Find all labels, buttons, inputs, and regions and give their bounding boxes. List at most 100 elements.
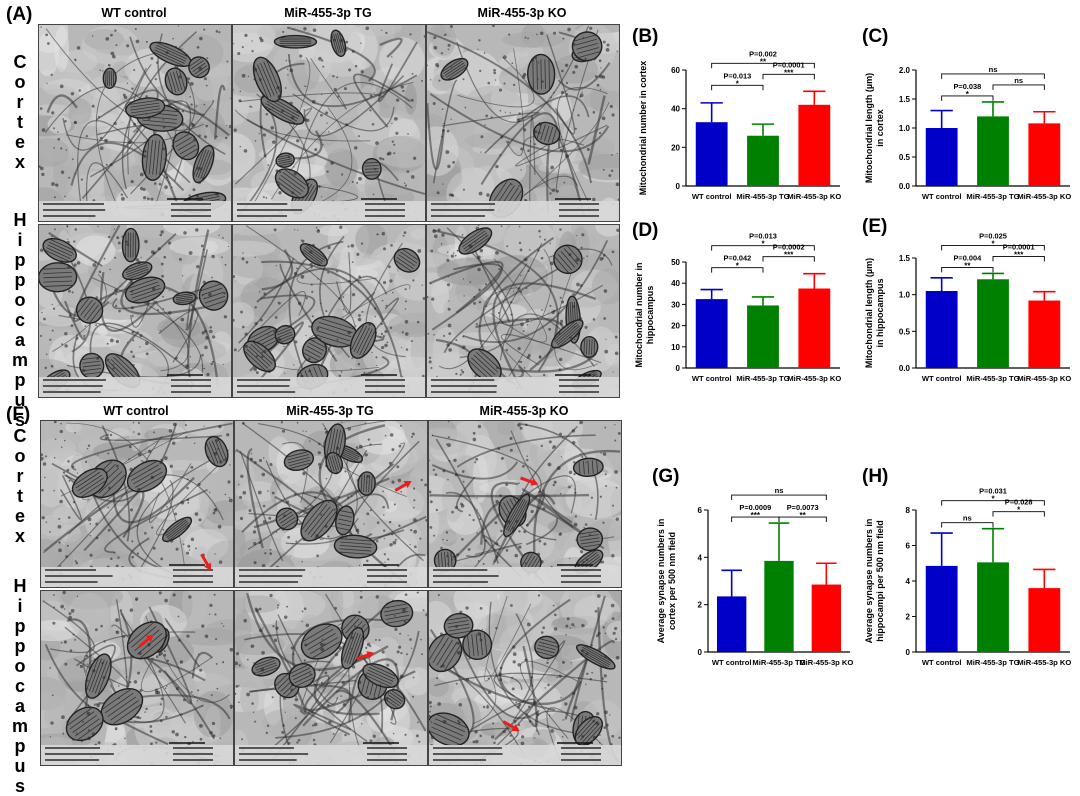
bar	[977, 562, 1009, 652]
y-tick-label: 10	[671, 343, 680, 352]
row-label-letter: o	[8, 72, 32, 92]
x-tick-label: WT control	[922, 192, 962, 201]
em-image-cortex-ko-a	[426, 24, 620, 222]
row-label-letter: c	[8, 310, 32, 330]
col-header-tg-f: MiR-455-3p TG	[234, 404, 426, 418]
significance-mark: *	[991, 495, 995, 504]
x-tick-label: MiR-455-3p KO	[1017, 192, 1071, 201]
significance-bracket	[942, 523, 993, 528]
y-tick-label: 1.0	[899, 124, 911, 133]
x-tick-label: WT control	[692, 374, 732, 383]
bar	[1028, 123, 1060, 186]
row-label-letter: p	[8, 616, 32, 636]
y-tick-label: 4	[698, 553, 703, 562]
bar	[747, 305, 779, 368]
significance-mark: ns	[989, 65, 998, 74]
em-image-hippocampus-tg-a	[232, 224, 426, 398]
y-tick-label: 1.5	[899, 254, 911, 263]
x-tick-label: MiR-455-3p TG	[736, 192, 789, 201]
y-tick-label: 20	[671, 143, 680, 152]
significance-mark: ns	[775, 486, 784, 495]
significance-bracket	[993, 85, 1044, 90]
bar	[926, 128, 958, 186]
y-tick-label: 0.0	[899, 364, 911, 373]
row-label-letter: t	[8, 112, 32, 132]
y-tick-label: 40	[671, 105, 680, 114]
significance-mark: ns	[1014, 76, 1023, 85]
y-tick-label: 2.0	[899, 66, 911, 75]
em-image-hippocampus-wt-a	[38, 224, 232, 398]
row-label-letter: p	[8, 250, 32, 270]
col-header-wt-f: WT control	[40, 404, 232, 418]
bar	[696, 122, 728, 186]
row-label-letter: p	[8, 370, 32, 390]
y-tick-label: 0.5	[899, 153, 911, 162]
row-label-letter: m	[8, 716, 32, 736]
col-header-wt-a: WT control	[38, 6, 230, 20]
significance-mark: *	[736, 262, 740, 271]
row-label-letter: u	[8, 390, 32, 410]
y-axis-label: Mitochondrial number in cortex	[638, 61, 648, 196]
significance-mark: ***	[751, 511, 761, 520]
row-label-letter: x	[8, 526, 32, 546]
y-tick-label: 2	[906, 613, 911, 622]
y-axis-label: in hippocampus	[875, 278, 885, 347]
micrograph-texture	[235, 421, 427, 587]
col-header-ko-f: MiR-455-3p KO	[428, 404, 620, 418]
significance-mark: **	[800, 511, 807, 520]
em-image-hippocampus-ko-f	[428, 590, 622, 766]
row-label-letter: p	[8, 736, 32, 756]
y-axis-label: Mitochondrial number in	[634, 263, 644, 368]
y-axis-label: hippocampus	[645, 286, 655, 345]
significance-mark: ***	[784, 68, 794, 77]
micrograph-texture	[235, 591, 427, 765]
row-label-letter: a	[8, 330, 32, 350]
micrograph-texture	[233, 225, 425, 397]
x-tick-label: MiR-455-3p KO	[1017, 658, 1071, 667]
bar	[926, 566, 958, 652]
row-label-letter: t	[8, 486, 32, 506]
significance-bracket	[732, 495, 827, 500]
row-label-letter: H	[8, 210, 32, 230]
bar	[696, 299, 728, 368]
significance-mark: ***	[1014, 250, 1024, 259]
em-image-hippocampus-wt-f	[40, 590, 234, 766]
y-tick-label: 2	[698, 601, 703, 610]
y-tick-label: 0	[698, 648, 703, 657]
significance-mark: *	[966, 90, 970, 99]
x-tick-label: MiR-455-3p TG	[966, 192, 1019, 201]
y-tick-label: 0	[676, 182, 681, 191]
panel-label-a: (A)	[6, 4, 32, 26]
em-image-cortex-wt-a	[38, 24, 232, 222]
em-image-cortex-ko-f	[428, 420, 622, 588]
y-tick-label: 6	[698, 506, 703, 515]
row-label-letter: o	[8, 656, 32, 676]
row-label-letter: e	[8, 132, 32, 152]
y-tick-label: 50	[671, 258, 680, 267]
row-label-letter: i	[8, 230, 32, 250]
y-tick-label: 0	[906, 648, 911, 657]
em-image-hippocampus-ko-a	[426, 224, 620, 398]
x-tick-label: MiR-455-3p KO	[787, 192, 841, 201]
y-tick-label: 0	[676, 364, 681, 373]
y-tick-label: 0.5	[899, 327, 911, 336]
bar	[977, 116, 1009, 186]
row-label-letter: e	[8, 506, 32, 526]
y-axis-label: in cortex	[875, 109, 885, 147]
micrograph-texture	[39, 25, 231, 221]
micrograph-texture	[427, 25, 619, 221]
row-label-letter: C	[8, 52, 32, 72]
x-tick-label: WT control	[712, 658, 752, 667]
row-label-letter: x	[8, 152, 32, 172]
row-label-letter: p	[8, 270, 32, 290]
micrograph-texture	[39, 225, 231, 397]
x-tick-label: WT control	[922, 374, 962, 383]
bar	[717, 596, 746, 652]
y-tick-label: 4	[906, 577, 911, 586]
significance-bracket	[942, 74, 1045, 79]
